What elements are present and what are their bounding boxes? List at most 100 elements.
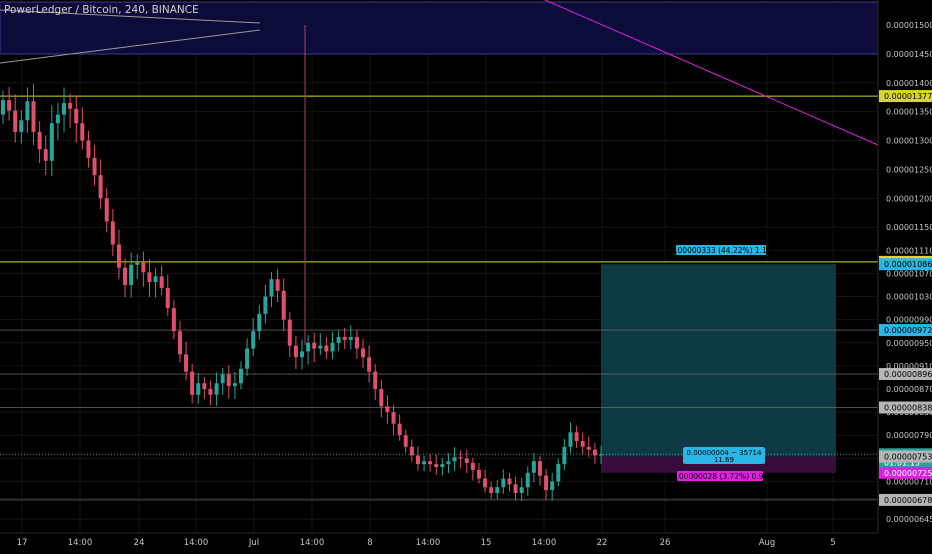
- candle-body: [470, 462, 475, 470]
- price-tick-label: 0.00001250: [886, 165, 932, 174]
- candle-body: [269, 279, 274, 297]
- candle-body: [184, 354, 189, 372]
- price-label-text: 0.00000725: [884, 469, 932, 478]
- candle-body: [336, 337, 341, 343]
- candle-body: [159, 276, 164, 288]
- price-tick-label: 0.00000910: [886, 362, 932, 371]
- candle-body: [415, 455, 420, 465]
- price-tick-label: 0.00001030: [886, 293, 932, 302]
- candle-body: [251, 331, 256, 349]
- candle-body: [519, 487, 524, 493]
- candle-body: [135, 261, 140, 265]
- candle-body: [458, 457, 463, 459]
- candle-body: [361, 348, 366, 358]
- candle-body: [177, 331, 182, 355]
- candle-body: [123, 267, 128, 285]
- target-label-text: 0.00000333 (44.22%) 1.12: [670, 246, 771, 255]
- candle-body: [574, 432, 579, 441]
- candle-body: [592, 449, 597, 456]
- price-axis: 0.00001500 0.00001450 0.00001400 0.00001350…: [877, 0, 932, 550]
- candle-body: [348, 337, 353, 340]
- candle-body: [300, 351, 304, 358]
- loss-zone: [601, 456, 836, 473]
- price-label: 0.00000753: [879, 450, 932, 463]
- price-tick-label: 0.00000950: [886, 339, 932, 348]
- target-label: 0.00000333 (44.22%) 1.12: [670, 245, 772, 255]
- zones: [0, 1, 879, 473]
- candle-body: [43, 149, 48, 161]
- price-tick-label: 0.00001300: [886, 137, 932, 146]
- time-tick-label: 17: [17, 538, 28, 548]
- center-label-line1: 0.00000004 ~ 35714: [687, 449, 762, 457]
- price-tick-label: 0.00000645: [886, 515, 932, 524]
- candle-body: [403, 435, 408, 447]
- time-tick-label: 15: [481, 538, 492, 548]
- candle-body: [318, 345, 323, 349]
- candle-body: [342, 337, 347, 340]
- stop-label-bg: [677, 471, 763, 481]
- candle-body: [562, 446, 567, 465]
- candle-body: [550, 481, 555, 491]
- candle-body: [434, 464, 439, 467]
- candle-body: [483, 478, 488, 488]
- candle-body: [531, 461, 536, 473]
- price-tick-label: 0.00001350: [886, 108, 932, 117]
- time-tick-label: 24: [134, 538, 145, 548]
- candle-body: [110, 221, 115, 245]
- candle-body: [476, 469, 481, 479]
- price-label: 0.00000725: [879, 466, 932, 479]
- candle-body: [446, 461, 451, 465]
- time-tick-label: 14:00: [416, 538, 441, 548]
- center-label-bg: [683, 447, 765, 464]
- candle-body: [525, 472, 530, 488]
- price-label: 0.00000838: [879, 401, 932, 414]
- candle-body: [452, 457, 457, 462]
- candle-body: [226, 374, 231, 387]
- time-tick-label: 22: [597, 538, 608, 548]
- candle-body: [275, 279, 280, 291]
- drawings: [0, 0, 879, 345]
- time-tick-label: 14:00: [532, 538, 557, 548]
- candle-body: [586, 446, 591, 450]
- candle-body: [74, 108, 79, 124]
- price-label-text: 01:01:15: [884, 458, 920, 467]
- price-label-text: 0.00000972: [884, 326, 932, 335]
- price-label-text: 0.00001377: [884, 92, 932, 101]
- candle-body: [37, 131, 42, 150]
- price-tick-label: 0.00000790: [886, 431, 932, 440]
- candle-body: [568, 432, 573, 447]
- price-label: 0.00001086: [879, 258, 932, 271]
- candle-body: [13, 110, 18, 132]
- candle-body: [379, 389, 384, 407]
- horizontal-lines: [0, 95, 878, 501]
- candle-body: [165, 287, 170, 309]
- candle-body: [489, 487, 494, 493]
- price-label: 0.00000972: [879, 324, 932, 337]
- candle-body: [245, 348, 250, 369]
- price-tick-label: 0.00001150: [886, 223, 932, 232]
- time-tick-label: Aug: [759, 538, 776, 548]
- price-tick-label: 0.00001500: [886, 21, 932, 30]
- candle-body: [129, 264, 134, 285]
- candle-body: [68, 103, 73, 109]
- candle-body: [293, 345, 298, 358]
- candle-body: [116, 244, 121, 268]
- price-tick-label: 0.00001070: [886, 269, 932, 278]
- time-tick-label: 14:00: [184, 538, 209, 548]
- candle-body: [190, 371, 195, 395]
- price-label-bg: [879, 466, 932, 479]
- price-label: 0.00001377: [879, 90, 932, 103]
- candle-body: [19, 120, 24, 132]
- price-label-bg: [879, 493, 932, 506]
- candle-body: [153, 276, 158, 283]
- candle-body: [80, 123, 85, 141]
- candle-body: [464, 458, 469, 463]
- price-tick-label: 0.00001200: [886, 194, 932, 203]
- candle-body: [208, 389, 213, 395]
- candle-body: [385, 406, 390, 413]
- candle-body: [281, 290, 286, 320]
- time-tick-label: 5: [830, 538, 835, 548]
- price-tick-label: 0.00001110: [886, 246, 932, 255]
